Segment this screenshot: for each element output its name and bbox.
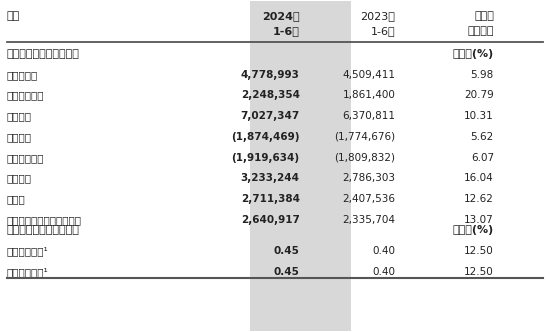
Text: 4,509,411: 4,509,411	[343, 70, 395, 80]
Text: 4,778,993: 4,778,993	[241, 70, 300, 80]
Text: 本期比: 本期比	[474, 11, 494, 21]
Text: 非利息淨收入: 非利息淨收入	[7, 91, 45, 101]
Text: 信用減值損失: 信用減值損失	[7, 153, 45, 163]
Text: 浮利潤: 浮利潤	[7, 194, 26, 204]
Text: 上年同期: 上年同期	[468, 26, 494, 36]
Text: 10.31: 10.31	[464, 111, 494, 121]
Text: 基本每股收益¹: 基本每股收益¹	[7, 246, 48, 256]
Text: 營業收入: 營業收入	[7, 111, 32, 121]
Text: 2024年: 2024年	[262, 11, 300, 21]
Text: 5.98: 5.98	[471, 70, 494, 80]
Text: 0.40: 0.40	[372, 246, 395, 256]
Bar	[250, 1, 350, 331]
Text: 稅前利潤: 稅前利潤	[7, 173, 32, 184]
Text: 經營業績（人民幣千元）: 經營業績（人民幣千元）	[7, 49, 80, 59]
Text: 0.40: 0.40	[372, 267, 395, 277]
Text: 0.45: 0.45	[274, 246, 300, 256]
Text: 2,407,536: 2,407,536	[343, 194, 395, 204]
Text: 20.79: 20.79	[464, 91, 494, 101]
Text: 12.62: 12.62	[464, 194, 494, 204]
Text: 每股計（人民幣元／股）: 每股計（人民幣元／股）	[7, 225, 80, 235]
Text: (1,809,832): (1,809,832)	[334, 153, 395, 163]
Text: 營業費用: 營業費用	[7, 132, 32, 142]
Text: 稀罕每股收益¹: 稀罕每股收益¹	[7, 267, 48, 277]
Text: 7,027,347: 7,027,347	[240, 111, 300, 121]
Text: 6,370,811: 6,370,811	[343, 111, 395, 121]
Text: 項目: 項目	[7, 11, 20, 21]
Text: 歸屬於母公司股東的浮利潤: 歸屬於母公司股東的浮利潤	[7, 215, 82, 225]
Text: 2,640,917: 2,640,917	[241, 215, 300, 225]
Text: 2,335,704: 2,335,704	[343, 215, 395, 225]
Text: 16.04: 16.04	[464, 173, 494, 184]
Text: 6.07: 6.07	[471, 153, 494, 163]
Text: 13.07: 13.07	[464, 215, 494, 225]
Text: 12.50: 12.50	[464, 267, 494, 277]
Text: 變動率(%): 變動率(%)	[453, 225, 494, 235]
Text: (1,919,634): (1,919,634)	[232, 153, 300, 163]
Text: 2,786,303: 2,786,303	[343, 173, 395, 184]
Text: (1,774,676): (1,774,676)	[334, 132, 395, 142]
Text: 5.62: 5.62	[471, 132, 494, 142]
Text: 3,233,244: 3,233,244	[241, 173, 300, 184]
Text: 1-6月: 1-6月	[371, 26, 395, 36]
Text: 2,248,354: 2,248,354	[241, 91, 300, 101]
Text: 變動率(%): 變動率(%)	[453, 49, 494, 59]
Text: 1,861,400: 1,861,400	[343, 91, 395, 101]
Text: 1-6月: 1-6月	[273, 26, 300, 36]
Text: (1,874,469): (1,874,469)	[231, 132, 300, 142]
Text: 12.50: 12.50	[464, 246, 494, 256]
Text: 2,711,384: 2,711,384	[241, 194, 300, 204]
Text: 利息淨收入: 利息淨收入	[7, 70, 38, 80]
Text: 2023年: 2023年	[360, 11, 395, 21]
Text: 0.45: 0.45	[274, 267, 300, 277]
